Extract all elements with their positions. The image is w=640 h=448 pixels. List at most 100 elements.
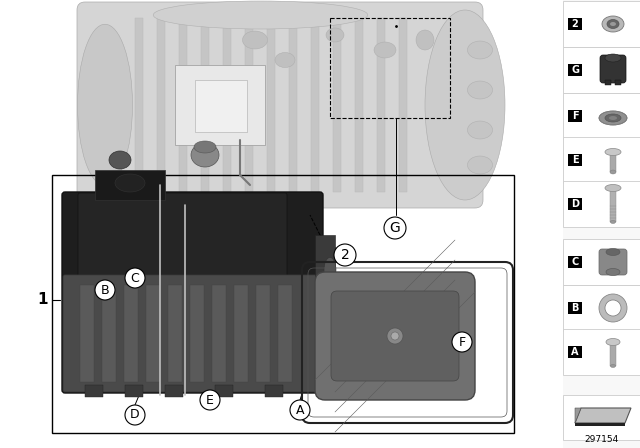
Bar	[146, 285, 160, 382]
Ellipse shape	[606, 268, 620, 276]
Bar	[355, 18, 363, 192]
Text: D: D	[571, 199, 579, 209]
Ellipse shape	[599, 111, 627, 125]
Circle shape	[290, 400, 310, 420]
Ellipse shape	[605, 148, 621, 155]
Text: A: A	[572, 347, 579, 357]
Ellipse shape	[324, 258, 336, 283]
Circle shape	[384, 217, 406, 239]
Bar	[215, 385, 233, 397]
FancyBboxPatch shape	[77, 2, 483, 208]
Circle shape	[605, 300, 621, 316]
Ellipse shape	[467, 156, 493, 174]
Bar	[568, 64, 582, 76]
Circle shape	[334, 244, 356, 266]
Text: A: A	[296, 404, 304, 417]
Ellipse shape	[115, 174, 145, 192]
Ellipse shape	[77, 24, 132, 186]
Bar	[563, 181, 640, 227]
Bar	[610, 188, 616, 222]
FancyBboxPatch shape	[600, 55, 626, 83]
Ellipse shape	[153, 1, 368, 29]
Bar	[563, 239, 640, 285]
Bar	[563, 395, 640, 440]
Ellipse shape	[109, 151, 131, 169]
Bar	[135, 18, 143, 192]
Ellipse shape	[467, 121, 493, 139]
Ellipse shape	[606, 249, 620, 255]
Bar	[330, 18, 450, 118]
Bar	[168, 285, 182, 382]
FancyBboxPatch shape	[63, 275, 322, 392]
Bar	[315, 235, 335, 305]
Bar	[212, 285, 226, 382]
Circle shape	[125, 268, 145, 288]
Bar	[124, 285, 138, 382]
Bar	[195, 80, 247, 132]
Text: C: C	[572, 257, 579, 267]
Circle shape	[200, 390, 220, 410]
Circle shape	[391, 332, 399, 340]
Bar	[267, 18, 275, 192]
Ellipse shape	[602, 16, 624, 32]
Bar	[568, 18, 582, 30]
Text: 1: 1	[38, 293, 48, 307]
Bar	[568, 346, 582, 358]
Bar	[563, 0, 640, 448]
Text: D: D	[130, 409, 140, 422]
Circle shape	[599, 294, 627, 322]
Bar	[265, 385, 283, 397]
Polygon shape	[575, 408, 631, 423]
Bar	[333, 18, 341, 192]
Bar	[563, 285, 640, 331]
Bar	[125, 385, 143, 397]
Text: B: B	[572, 303, 579, 313]
Text: 297154: 297154	[584, 435, 619, 444]
Ellipse shape	[611, 220, 616, 224]
Polygon shape	[575, 423, 625, 426]
Bar	[289, 18, 297, 192]
Bar	[563, 137, 640, 183]
Ellipse shape	[609, 116, 617, 120]
Circle shape	[95, 280, 115, 300]
Text: B: B	[100, 284, 109, 297]
Bar	[605, 80, 611, 85]
Bar	[223, 18, 231, 192]
FancyBboxPatch shape	[315, 272, 475, 400]
Bar	[85, 385, 103, 397]
Bar	[157, 18, 165, 192]
Bar	[311, 18, 319, 192]
Ellipse shape	[326, 28, 344, 42]
Circle shape	[125, 405, 145, 425]
Text: C: C	[131, 271, 140, 284]
Bar	[102, 285, 116, 382]
Ellipse shape	[467, 41, 493, 59]
Ellipse shape	[610, 22, 616, 26]
Ellipse shape	[605, 114, 621, 122]
Bar	[399, 18, 407, 192]
Text: F: F	[572, 111, 579, 121]
Ellipse shape	[605, 54, 621, 62]
Ellipse shape	[610, 170, 616, 174]
Ellipse shape	[467, 81, 493, 99]
Text: 2: 2	[572, 19, 579, 29]
Polygon shape	[575, 408, 581, 423]
Ellipse shape	[416, 30, 434, 50]
Text: G: G	[390, 221, 401, 235]
Ellipse shape	[275, 52, 295, 68]
FancyBboxPatch shape	[599, 249, 627, 275]
Ellipse shape	[243, 31, 268, 49]
Ellipse shape	[605, 185, 621, 191]
Bar	[201, 18, 209, 192]
Ellipse shape	[194, 141, 216, 153]
FancyBboxPatch shape	[62, 192, 323, 393]
Ellipse shape	[374, 42, 396, 58]
Bar	[568, 110, 582, 122]
Text: G: G	[571, 65, 579, 75]
Bar	[179, 18, 187, 192]
Bar	[165, 385, 183, 397]
Bar	[568, 154, 582, 166]
Bar	[563, 329, 640, 375]
Bar	[278, 285, 292, 382]
Bar	[610, 342, 616, 366]
